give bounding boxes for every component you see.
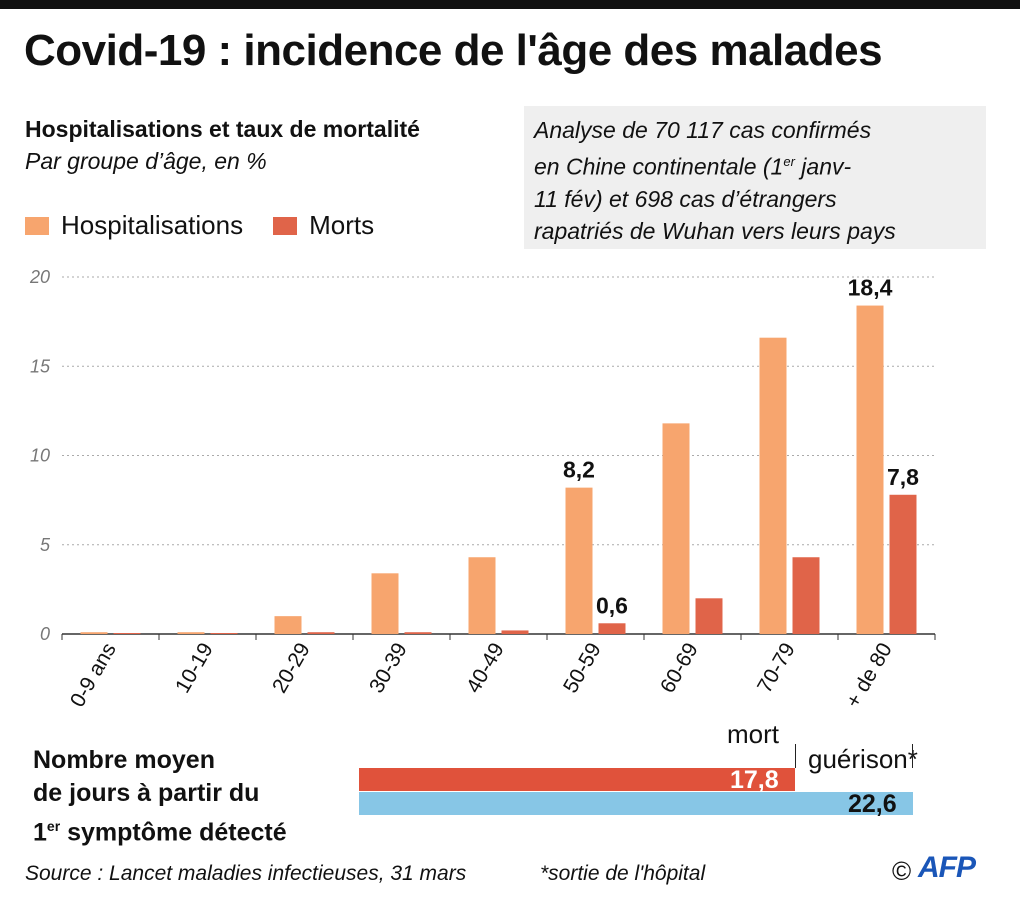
death-days-bar <box>359 768 795 791</box>
bar-death-0 <box>113 633 141 634</box>
copyright-symbol: © <box>892 856 912 886</box>
data-label-1-8: 7,8 <box>887 464 919 490</box>
afp-logo: AFP <box>918 851 976 884</box>
bar-hosp-4 <box>468 557 496 634</box>
bar-hosp-1 <box>177 632 205 634</box>
x-tick-label-1: 10-19 <box>171 639 218 697</box>
note-line-4: rapatriés de Wuhan vers leurs pays <box>534 217 896 244</box>
bar-death-5 <box>598 623 626 634</box>
y-tick-label-5: 5 <box>40 535 51 555</box>
x-tick-label-7: 70-79 <box>753 639 800 697</box>
days-label: Nombre moyen de jours à partir du 1er sy… <box>33 744 287 849</box>
note-line-2-sup: er <box>783 154 795 169</box>
y-tick-label-20: 20 <box>29 267 50 287</box>
data-label-1-5: 0,6 <box>596 592 628 618</box>
chart-subtitle: Hospitalisations et taux de mortalité <box>25 116 420 142</box>
days-label-line-2: de jours à partir du <box>33 779 260 807</box>
recovery-days-bar <box>359 792 913 815</box>
x-tick-label-2: 20-29 <box>268 639 315 697</box>
note-line-3: 11 fév) et 698 cas d’étrangers <box>534 185 837 212</box>
bar-death-4 <box>501 630 529 634</box>
x-tick-label-4: 40-49 <box>462 639 509 697</box>
death-days-label: mort <box>727 719 779 749</box>
days-label-line-3-a: 1 <box>33 818 47 847</box>
days-label-line-1: Nombre moyen <box>33 746 215 774</box>
note-line-2: en Chine continentale (1er janv- <box>534 146 976 183</box>
note-line-2-b: janv- <box>794 153 852 180</box>
x-tick-label-6: 60-69 <box>656 639 703 697</box>
x-tick-label-3: 30-39 <box>365 639 412 697</box>
days-label-line-3-sup: er <box>46 818 61 834</box>
bar-death-2 <box>307 632 335 634</box>
study-note: Analyse de 70 117 cas confirmés en Chine… <box>524 106 986 249</box>
x-tick-label-5: 50-59 <box>559 639 606 697</box>
legend-label-death: Morts <box>309 210 375 240</box>
data-label-0-8: 18,4 <box>848 275 893 301</box>
bar-death-1 <box>210 633 238 634</box>
legend-label-hosp: Hospitalisations <box>61 210 244 240</box>
x-tick-label-8: + de 80 <box>842 639 897 712</box>
recovery-days-value: 22,6 <box>848 790 897 818</box>
death-days-value: 17,8 <box>730 766 779 794</box>
bar-death-7 <box>792 557 820 634</box>
note-line-2-a: en Chine continentale (1 <box>534 153 784 180</box>
legend-item-hosp: Hospitalisations <box>25 210 243 241</box>
footnote: *sortie de l'hôpital <box>540 862 706 885</box>
recovery-days-tick <box>912 744 913 768</box>
bar-hosp-2 <box>274 616 302 634</box>
bar-hosp-7 <box>759 337 787 634</box>
source-credit: Source : Lancet maladies infectieuses, 3… <box>25 862 467 885</box>
legend-swatch-death <box>273 216 298 235</box>
chart-title: Covid-19 : incidence de l'âge des malade… <box>24 26 883 75</box>
y-tick-label-0: 0 <box>40 624 50 644</box>
bar-hosp-6 <box>662 423 690 634</box>
death-days-tick <box>795 744 796 768</box>
y-tick-label-10: 10 <box>30 446 50 466</box>
bar-hosp-8 <box>856 305 884 634</box>
recovery-days-label: guérison* <box>808 744 918 774</box>
chart-subtitle-units: Par groupe d’âge, en % <box>25 148 267 174</box>
bar-death-8 <box>889 494 917 634</box>
bar-hosp-3 <box>371 573 399 634</box>
note-line-1: Analyse de 70 117 cas confirmés <box>534 117 872 143</box>
bar-hosp-0 <box>80 632 108 634</box>
bar-death-3 <box>404 632 432 634</box>
days-label-line-3: 1er symptôme détecté <box>33 810 287 849</box>
bar-death-6 <box>695 598 723 634</box>
y-tick-label-15: 15 <box>30 356 51 376</box>
days-label-line-3-b: symptôme détecté <box>60 818 287 847</box>
x-tick-label-0: 0-9 ans <box>66 639 121 711</box>
legend-item-death: Morts <box>273 210 374 241</box>
legend-swatch-hosp <box>25 216 49 235</box>
bar-hosp-5 <box>565 487 593 634</box>
data-label-0-5: 8,2 <box>563 457 595 483</box>
top-rule <box>0 0 1020 9</box>
legend: Hospitalisations Morts <box>25 210 404 241</box>
bar-chart: 0 5 10 15 20 0-9 ans 10-19 20-29 30-39 40-49 50-59… <box>29 267 936 712</box>
